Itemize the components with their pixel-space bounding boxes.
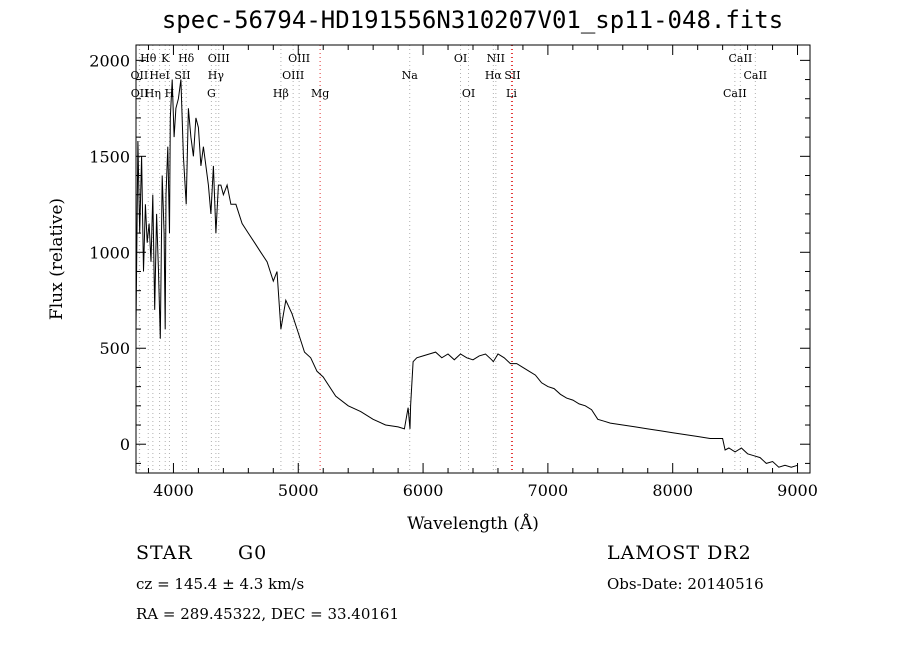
line-marker-label: Hβ [273, 87, 289, 100]
line-marker-label: Hγ [208, 69, 225, 82]
line-marker-label: CaII [743, 69, 767, 82]
subclass: G0 [238, 542, 268, 564]
line-marker-label: OIII [208, 52, 230, 65]
obs-date: Obs-Date: 20140516 [607, 575, 764, 593]
line-marker-label: Hθ [140, 52, 157, 65]
line-marker-label: OI [462, 87, 475, 100]
line-marker-label: OII [131, 69, 149, 82]
x-tick-label: 8000 [652, 481, 693, 500]
line-marker-label: SII [174, 69, 190, 82]
redshift-text: cz = 145.4 ± 4.3 km/s [136, 575, 305, 593]
line-marker-label: OI [454, 52, 467, 65]
plot-frame [135, 44, 811, 474]
spectrum-line [135, 79, 798, 468]
line-marker-label: SII [504, 69, 520, 82]
x-axis-label: Wavelength (Å) [407, 513, 539, 534]
line-marker-label: Mg [311, 87, 329, 100]
line-marker-label: CaII [729, 52, 753, 65]
y-axis-label: Flux (relative) [47, 198, 67, 320]
coordinates-text: RA = 289.45322, DEC = 33.40161 [136, 605, 400, 623]
x-tick-label: 5000 [278, 481, 319, 500]
line-marker-label: NII [487, 52, 505, 65]
line-marker-label: CaII [723, 87, 747, 100]
chart-title: spec-56794-HD191556N310207V01_sp11-048.f… [161, 6, 784, 34]
y-tick-label: 0 [120, 435, 130, 454]
line-marker-label: OIII [288, 52, 310, 65]
line-marker-label: H [165, 87, 175, 100]
line-marker-label: Na [402, 69, 419, 82]
line-marker-label: Li [506, 87, 517, 100]
line-marker-label: HeI [149, 69, 169, 82]
x-tick-label: 7000 [528, 481, 569, 500]
line-marker-label: K [161, 52, 170, 65]
x-tick-label: 9000 [777, 481, 818, 500]
survey-name: LAMOST DR2 [607, 542, 752, 564]
x-tick-label: 6000 [403, 481, 444, 500]
y-tick-label: 500 [99, 339, 130, 358]
line-marker-label: OIII [282, 69, 304, 82]
y-tick-label: 1500 [89, 147, 130, 166]
line-marker-label: Hα [485, 69, 503, 82]
line-marker-label: G [207, 87, 216, 100]
y-tick-label: 2000 [89, 51, 130, 70]
object-class: STAR [136, 542, 193, 564]
y-tick-label: 1000 [89, 243, 130, 262]
line-marker-label: Hη [145, 87, 161, 100]
line-marker-label: Hδ [178, 52, 195, 65]
x-tick-label: 4000 [153, 481, 194, 500]
line-marker-label: OII [131, 87, 149, 100]
